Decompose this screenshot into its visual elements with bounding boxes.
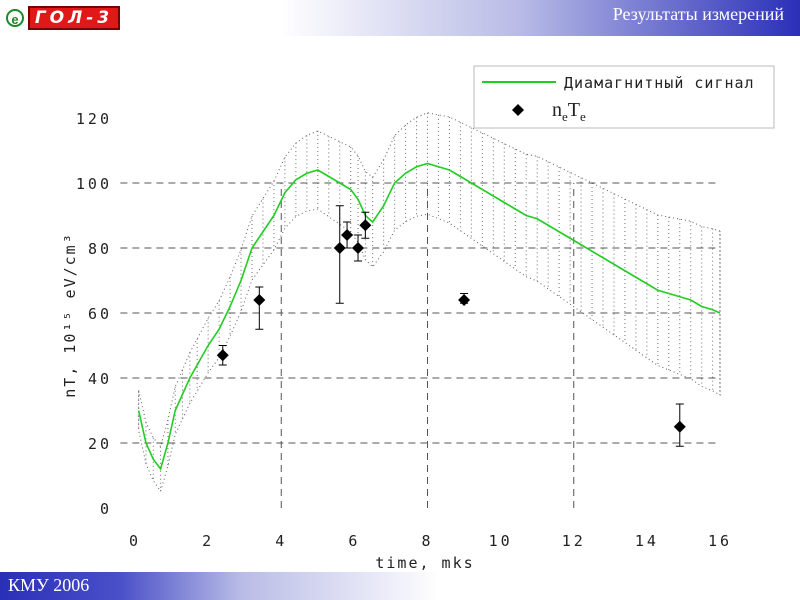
x-tick-label: 8	[421, 532, 433, 550]
x-tick-label: 4	[275, 532, 287, 550]
y-tick-label: 80	[88, 240, 112, 258]
slide-title: Результаты измерений	[612, 4, 784, 24]
legend-box	[473, 65, 775, 129]
x-axis-label: time, mks	[375, 554, 474, 572]
y-axis-label: nT, 10¹⁵ eV/cm³	[61, 232, 79, 397]
y-tick-label: 20	[88, 435, 112, 453]
top-title-bar: e ГОЛ-3 Результаты измерений	[0, 0, 800, 36]
x-tick-label: 2	[202, 532, 214, 550]
y-tick-label: 60	[88, 305, 112, 323]
x-tick-label: 0	[129, 532, 141, 550]
x-tick-label: 12	[562, 532, 586, 550]
data-point-nete	[216, 349, 229, 362]
band-outline	[138, 112, 721, 493]
y-tick-label: 100	[76, 175, 112, 193]
logo: e ГОЛ-3	[6, 6, 120, 32]
data-point-nete	[253, 294, 266, 306]
x-tick-label: 10	[489, 532, 513, 550]
logo-text: ГОЛ-3	[28, 6, 120, 30]
x-tick-label: 6	[348, 532, 360, 550]
data-point-nete	[352, 242, 365, 254]
legend: Диамагнитный сигнал neTe	[473, 65, 775, 129]
series-line-diamagnetic	[137, 162, 721, 471]
chart-series	[137, 162, 721, 471]
logo-badge: e	[6, 9, 24, 27]
y-tick-label: 0	[100, 500, 112, 518]
data-point-nete	[359, 219, 372, 232]
footer-text: КМУ 2006	[8, 575, 90, 595]
y-tick-label: 120	[76, 110, 112, 128]
data-point-nete	[333, 242, 346, 254]
uncertainty-band	[138, 112, 721, 493]
legend-diamond-swatch	[512, 104, 524, 116]
legend-label-diamagnetic: Диамагнитный сигнал	[564, 74, 755, 92]
y-tick-label: 40	[88, 370, 112, 388]
x-tick-label: 16	[708, 532, 732, 550]
data-point-nete	[673, 420, 686, 433]
chart-grid	[120, 182, 720, 508]
data-point-nete	[341, 229, 354, 241]
bottom-footer-bar: КМУ 2006	[0, 572, 800, 600]
data-point-nete	[458, 294, 471, 306]
chart-axes: 0 20 40 60 80 100 120 0 2 4 6 8 10 12 14 16	[76, 110, 732, 550]
x-tick-label: 14	[635, 532, 659, 550]
